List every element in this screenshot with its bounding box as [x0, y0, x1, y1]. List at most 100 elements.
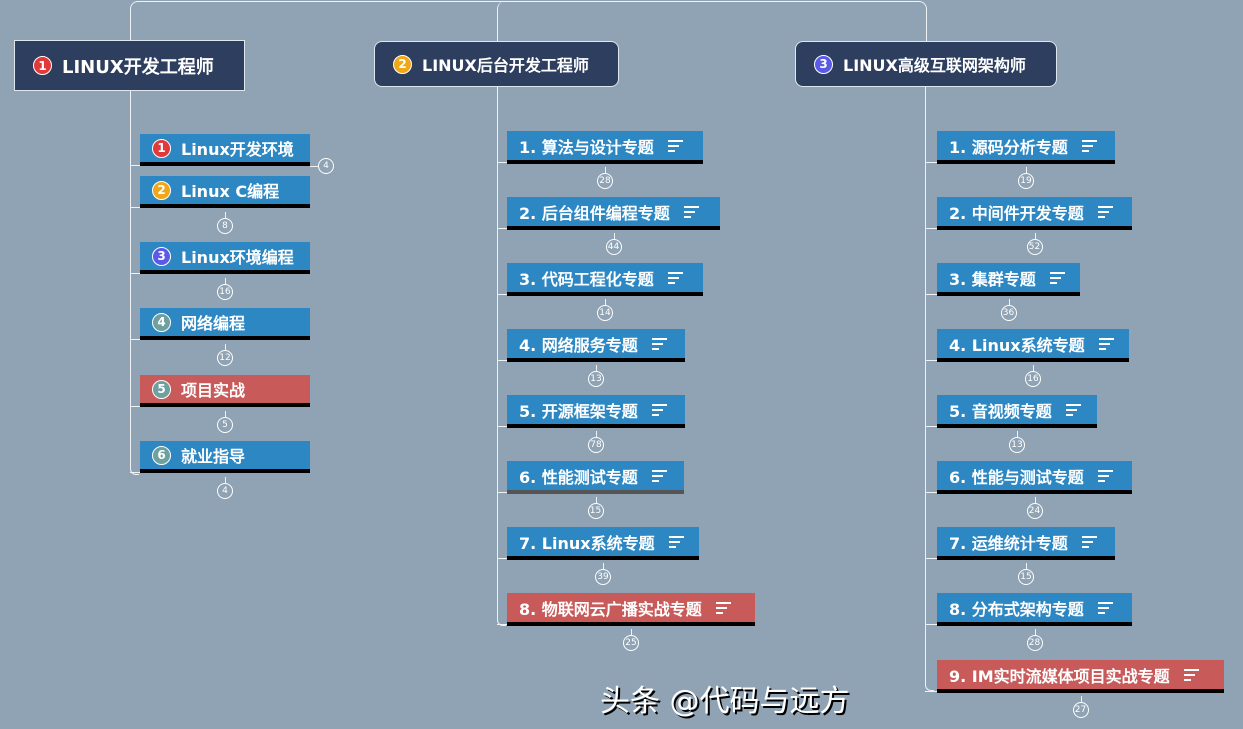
node-connector — [130, 207, 140, 208]
notes-icon[interactable] — [651, 335, 667, 353]
subtopic-count[interactable]: 15 — [1018, 569, 1034, 585]
notes-icon[interactable] — [1081, 137, 1097, 155]
branch-line — [925, 87, 934, 691]
subtopic-count[interactable]: 39 — [595, 569, 611, 585]
topic-label: 项目实战 — [181, 381, 246, 400]
subtopic-count[interactable]: 27 — [1072, 702, 1089, 718]
count-connector — [1034, 629, 1036, 635]
subtopic-count[interactable]: 14 — [597, 305, 613, 321]
topic-node[interactable]: 8. 分布式架构专题 — [937, 593, 1132, 626]
notes-icon[interactable] — [1098, 335, 1114, 353]
topic-node[interactable]: 1 Linux开发环境 — [140, 134, 310, 166]
subtopic-count[interactable]: 13 — [1009, 437, 1025, 453]
count-connector — [1008, 299, 1010, 305]
count-connector — [225, 212, 226, 218]
branch-title: LINUX后台开发工程师 — [422, 56, 589, 75]
node-connector — [497, 162, 507, 163]
notes-icon[interactable] — [668, 533, 684, 551]
topic-label: Linux环境编程 — [181, 248, 294, 267]
count-connector — [605, 299, 606, 305]
topic-node[interactable]: 4. 网络服务专题 — [507, 329, 685, 362]
count-connector — [1026, 167, 1027, 173]
topic-node[interactable]: 6. 性能测试专题 — [507, 461, 684, 494]
notes-icon[interactable] — [1049, 269, 1065, 287]
topic-label: 7. 运维统计专题 — [949, 533, 1068, 553]
topic-node[interactable]: 7. Linux系统专题 — [507, 527, 699, 560]
notes-icon[interactable] — [683, 203, 699, 221]
count-connector — [605, 167, 606, 173]
subtopic-count[interactable]: 5 — [217, 417, 233, 433]
topic-node[interactable]: 6 就业指导 — [140, 441, 310, 473]
subtopic-count[interactable]: 52 — [1026, 239, 1043, 255]
subtopic-count[interactable]: 24 — [1026, 503, 1043, 519]
subtopic-count[interactable]: 16 — [217, 284, 233, 300]
subtopic-count[interactable]: 4 — [318, 158, 334, 174]
topic-label: Linux开发环境 — [181, 140, 294, 159]
notes-icon[interactable] — [1183, 666, 1199, 684]
topic-node[interactable]: 3 Linux环境编程 — [140, 242, 310, 274]
topic-node[interactable]: 1. 源码分析专题 — [937, 131, 1115, 164]
topic-label: 4. 网络服务专题 — [519, 335, 638, 355]
subtopic-count[interactable]: 28 — [597, 173, 613, 189]
subtopic-count[interactable]: 25 — [623, 635, 639, 651]
topic-node[interactable]: 2 Linux C编程 — [140, 176, 310, 208]
node-connector — [497, 624, 507, 625]
count-connector — [596, 431, 597, 437]
topic-node[interactable]: 1. 算法与设计专题 — [507, 131, 703, 164]
subtopic-count[interactable]: 44 — [605, 239, 622, 255]
topic-label: 2. 中间件开发专题 — [949, 203, 1084, 223]
count-connector — [225, 344, 226, 350]
node-connector — [130, 165, 140, 166]
number-badge: 4 — [152, 312, 171, 332]
notes-icon[interactable] — [667, 269, 683, 287]
notes-icon[interactable] — [1097, 467, 1113, 485]
topic-node[interactable]: 8. 物联网云广播实战专题 — [507, 593, 755, 626]
topic-node[interactable]: 2. 后台组件编程专题 — [507, 197, 720, 230]
topic-node[interactable]: 7. 运维统计专题 — [937, 527, 1115, 560]
notes-icon[interactable] — [651, 467, 667, 485]
node-connector — [925, 492, 937, 493]
number-badge: 2 — [152, 180, 171, 200]
count-connector — [1026, 563, 1027, 569]
topic-node[interactable]: 2. 中间件开发专题 — [937, 197, 1132, 230]
topic-label: 3. 代码工程化专题 — [519, 269, 654, 289]
count-connector — [1034, 233, 1036, 239]
node-connector — [130, 406, 140, 407]
topic-label: 5. 开源框架专题 — [519, 401, 638, 421]
topic-label: 6. 性能测试专题 — [519, 467, 638, 487]
notes-icon[interactable] — [651, 401, 667, 419]
notes-icon[interactable] — [1081, 533, 1097, 551]
branch-header[interactable]: 1 LINUX开发工程师 — [14, 40, 245, 91]
topic-node[interactable]: 4. Linux系统专题 — [937, 329, 1129, 362]
topic-node[interactable]: 6. 性能与测试专题 — [937, 461, 1132, 494]
topic-node[interactable]: 3. 集群专题 — [937, 263, 1080, 296]
subtopic-count[interactable]: 19 — [1018, 173, 1034, 189]
subtopic-count[interactable]: 15 — [587, 503, 604, 519]
topic-label: Linux C编程 — [181, 182, 280, 201]
subtopic-count[interactable]: 36 — [1000, 305, 1017, 321]
node-connector — [925, 624, 937, 625]
branch-header[interactable]: 3 LINUX高级互联网架构师 — [795, 41, 1057, 87]
notes-icon[interactable] — [667, 137, 683, 155]
topic-node[interactable]: 5. 音视频专题 — [937, 395, 1097, 428]
number-badge: 3 — [152, 246, 171, 266]
branch-line — [497, 87, 506, 626]
subtopic-count[interactable]: 16 — [1025, 371, 1041, 387]
subtopic-count[interactable]: 8 — [217, 218, 233, 234]
topic-node[interactable]: 5 项目实战 — [140, 375, 310, 407]
notes-icon[interactable] — [1097, 599, 1113, 617]
topic-node[interactable]: 3. 代码工程化专题 — [507, 263, 703, 296]
subtopic-count[interactable]: 78 — [588, 437, 604, 453]
subtopic-count[interactable]: 4 — [217, 483, 233, 499]
subtopic-count[interactable]: 13 — [588, 371, 604, 387]
notes-icon[interactable] — [1097, 203, 1113, 221]
node-connector — [497, 558, 507, 559]
branch-header[interactable]: 2 LINUX后台开发工程师 — [374, 41, 619, 87]
topic-node[interactable]: 9. IM实时流媒体项目实战专题 — [937, 660, 1224, 693]
notes-icon[interactable] — [1065, 401, 1081, 419]
topic-node[interactable]: 5. 开源框架专题 — [507, 395, 685, 428]
notes-icon[interactable] — [715, 599, 731, 617]
topic-node[interactable]: 4 网络编程 — [140, 308, 310, 340]
subtopic-count[interactable]: 28 — [1026, 635, 1043, 651]
subtopic-count[interactable]: 12 — [217, 350, 233, 366]
